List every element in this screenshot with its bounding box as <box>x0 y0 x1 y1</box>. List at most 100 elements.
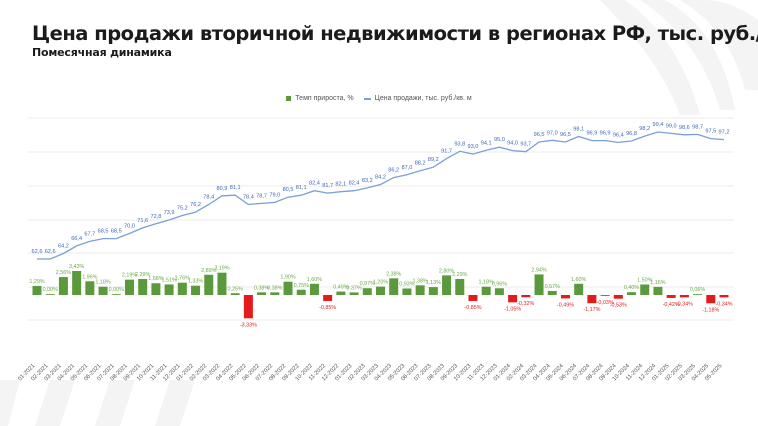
growth-label: 0,38% <box>267 285 282 291</box>
growth-label: 1,16% <box>650 280 665 286</box>
growth-label: -0,85% <box>319 305 336 311</box>
price-label: 97,0 <box>547 130 558 136</box>
price-label: 98,2 <box>639 126 650 132</box>
bar-swatch-icon <box>286 96 292 101</box>
legend-item-growth[interactable]: Темп прироста, % <box>286 95 354 102</box>
price-line <box>37 131 725 260</box>
price-label: 96,8 <box>626 131 637 137</box>
line-swatch-icon <box>363 97 371 100</box>
growth-bar[interactable] <box>336 291 346 295</box>
growth-label: 1,18% <box>95 280 110 286</box>
growth-label: 1,60% <box>307 277 322 283</box>
growth-bar[interactable] <box>560 295 570 299</box>
growth-bar[interactable] <box>124 279 134 295</box>
growth-bar[interactable] <box>58 277 68 295</box>
growth-bar[interactable] <box>706 295 716 304</box>
price-label: 81,7 <box>322 183 333 189</box>
growth-bar[interactable] <box>666 295 676 298</box>
growth-bar[interactable] <box>45 294 55 295</box>
growth-label: 0,49% <box>333 285 348 291</box>
growth-bar[interactable] <box>521 295 531 298</box>
growth-label: 1,38% <box>412 278 427 284</box>
price-label: 99,4 <box>652 122 663 128</box>
price-label: 96,5 <box>534 132 545 138</box>
growth-bar[interactable] <box>402 288 412 295</box>
growth-label: -0,49% <box>557 302 574 308</box>
price-label: 88,2 <box>415 161 426 167</box>
growth-bar[interactable] <box>204 274 214 295</box>
growth-bar[interactable] <box>349 292 359 295</box>
growth-bar[interactable] <box>151 283 161 295</box>
growth-label: 0,00% <box>43 287 58 293</box>
growth-bar[interactable] <box>111 294 121 295</box>
price-label: 93,7 <box>520 142 531 148</box>
growth-bar[interactable] <box>600 295 610 296</box>
growth-label: 0,37% <box>346 285 361 291</box>
growth-bar[interactable] <box>323 295 333 301</box>
price-label: 95,0 <box>494 137 505 143</box>
growth-bar[interactable] <box>270 292 280 295</box>
growth-bar[interactable] <box>613 295 623 299</box>
growth-bar[interactable] <box>719 295 729 298</box>
price-label: 98,7 <box>692 124 703 130</box>
price-label: 89,2 <box>428 157 439 163</box>
growth-bar[interactable] <box>442 275 452 295</box>
growth-bar[interactable] <box>389 278 399 295</box>
growth-label: 1,20% <box>373 280 388 286</box>
growth-bar[interactable] <box>653 286 663 295</box>
price-label: 80,5 <box>283 187 294 193</box>
growth-bar[interactable] <box>72 270 82 295</box>
growth-bar[interactable] <box>164 284 174 295</box>
growth-label: -1,05% <box>504 306 521 312</box>
growth-bar[interactable] <box>693 294 703 295</box>
price-label: 96,5 <box>560 132 571 138</box>
growth-bar[interactable] <box>243 295 253 319</box>
growth-label: -0,53% <box>610 303 627 309</box>
price-label: 98,6 <box>679 125 690 131</box>
growth-bar[interactable] <box>217 272 227 295</box>
growth-bar[interactable] <box>547 291 557 295</box>
growth-bar[interactable] <box>309 283 319 295</box>
growth-bar[interactable] <box>138 278 148 295</box>
growth-label: -0,03% <box>597 300 614 306</box>
growth-bar[interactable] <box>508 295 518 303</box>
price-label: 96,9 <box>586 131 597 137</box>
growth-label: 0,57% <box>545 284 560 290</box>
growth-bar[interactable] <box>230 293 240 295</box>
growth-bar[interactable] <box>468 295 478 301</box>
growth-label: 3,43% <box>69 264 84 270</box>
growth-bar[interactable] <box>191 285 201 295</box>
growth-bar[interactable] <box>362 288 372 295</box>
growth-bar[interactable] <box>376 286 385 295</box>
growth-bar[interactable] <box>679 295 689 298</box>
growth-bar[interactable] <box>627 292 637 295</box>
growth-bar[interactable] <box>32 285 42 295</box>
growth-bar[interactable] <box>415 285 425 295</box>
price-label: 78,4 <box>203 194 214 200</box>
growth-bar[interactable] <box>534 274 544 295</box>
growth-bar[interactable] <box>481 286 491 295</box>
price-label: 68,5 <box>111 229 122 235</box>
price-label: 68,5 <box>98 229 109 235</box>
price-label: 79,0 <box>269 192 280 198</box>
price-label: 82,1 <box>335 182 346 188</box>
price-label: 94,0 <box>507 141 518 147</box>
growth-label: 2,19% <box>122 273 137 279</box>
growth-bar[interactable] <box>428 287 438 295</box>
growth-bar[interactable] <box>455 278 465 295</box>
growth-label: 0,93% <box>399 281 414 287</box>
price-label: 87,0 <box>401 165 412 171</box>
price-label: 94,1 <box>481 140 492 146</box>
growth-bar[interactable] <box>257 292 267 295</box>
growth-bar[interactable] <box>98 286 108 295</box>
growth-bar[interactable] <box>177 282 187 295</box>
price-label: 62,6 <box>45 249 56 255</box>
growth-bar[interactable] <box>85 281 95 295</box>
growth-bar[interactable] <box>640 284 650 296</box>
growth-bar[interactable] <box>574 283 584 295</box>
growth-bar[interactable] <box>296 289 306 295</box>
growth-bar[interactable] <box>494 288 504 295</box>
legend-item-price[interactable]: Цена продажи, тыс. руб./кв. м <box>363 95 472 102</box>
growth-bar[interactable] <box>283 281 293 295</box>
growth-bar[interactable] <box>587 295 597 304</box>
